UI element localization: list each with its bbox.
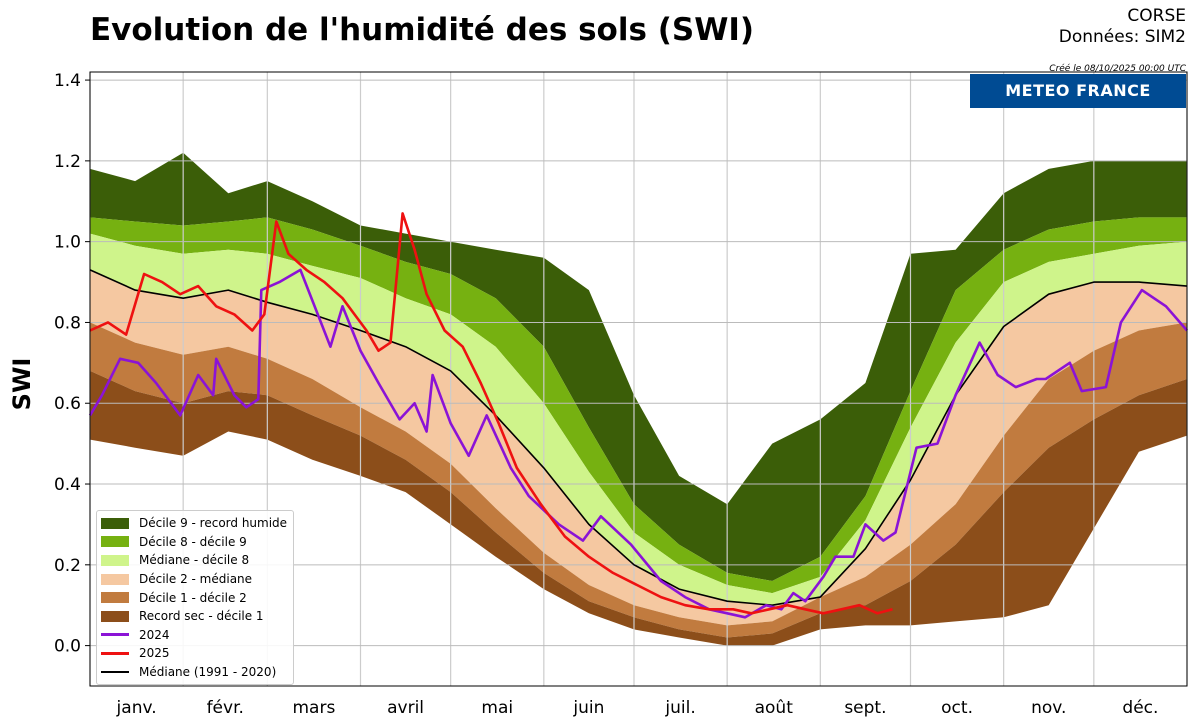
legend-item: Décile 1 - décile 2 — [101, 588, 287, 607]
legend-label: Décile 1 - décile 2 — [139, 590, 247, 605]
legend-item: Médiane (1991 - 2020) — [101, 663, 287, 682]
y-tick-label: 0.4 — [54, 475, 81, 495]
legend-item: 2024 — [101, 626, 287, 645]
y-tick-label: 0.2 — [54, 556, 81, 576]
x-tick-label: juil. — [664, 698, 695, 718]
legend-label: Médiane - décile 8 — [139, 553, 250, 568]
legend-label: Médiane (1991 - 2020) — [139, 665, 277, 680]
legend-item: Décile 9 - record humide — [101, 514, 287, 533]
axes: 0.0 0.2 0.4 0.6 0.8 1.0 1.2 1.4 janv. févr. mars av… — [54, 71, 1188, 718]
y-tick-label: 1.0 — [54, 233, 81, 253]
legend-label: 2024 — [139, 627, 170, 642]
legend-swatch — [101, 536, 129, 548]
legend-item: Décile 2 - médiane — [101, 570, 287, 589]
legend-swatch — [101, 671, 129, 674]
legend-item: 2025 — [101, 644, 287, 663]
legend-label: Décile 9 - record humide — [139, 516, 288, 531]
series-line-2025 — [89, 212, 893, 615]
y-tick-label: 1.4 — [54, 71, 81, 91]
legend-label: Décile 8 - décile 9 — [139, 534, 247, 549]
x-tick-label: févr. — [207, 698, 244, 718]
series-line-median — [89, 269, 1188, 606]
legend-swatch — [101, 651, 129, 655]
series-lines — [88, 212, 1188, 619]
band-decile1-decile2 — [90, 322, 1187, 638]
legend-swatch — [101, 592, 129, 604]
x-tick-label: juin — [572, 698, 604, 718]
legend-item: Décile 8 - décile 9 — [101, 533, 287, 552]
y-tick-label: 0.0 — [54, 637, 81, 657]
plot-frame — [89, 71, 1188, 687]
chart-legend: Décile 9 - record humide Décile 8 - décil… — [96, 510, 294, 686]
legend-swatch — [101, 517, 129, 529]
legend-label: 2025 — [139, 646, 170, 661]
x-tick-label: sept. — [844, 698, 886, 718]
legend-swatch — [101, 573, 129, 585]
creation-date: Créé le 08/10/2025 00:00 UTC — [1049, 64, 1186, 74]
data-source: Données: SIM2 — [1058, 27, 1186, 47]
meteo-france-logo: METEO FRANCE — [970, 74, 1186, 108]
x-tick-label: mai — [481, 698, 513, 718]
x-tick-label: mars — [292, 698, 335, 718]
x-tick-label: nov. — [1031, 698, 1066, 718]
y-axis-label: SWI — [8, 358, 36, 411]
band-decile9-record-humide — [90, 152, 1187, 582]
band-record-sec-decile1 — [90, 370, 1187, 646]
x-tick-label: août — [755, 698, 794, 718]
legend-swatch — [101, 554, 129, 566]
legend-swatch — [101, 633, 129, 637]
band-decile8-decile9 — [90, 217, 1187, 594]
region-info: CORSE Données: SIM2 — [1059, 6, 1186, 48]
series-line-2024 — [88, 268, 1188, 619]
x-tick-label: déc. — [1122, 698, 1158, 718]
y-tick-label: 0.6 — [54, 394, 81, 414]
chart-title: Evolution de l'humidité des sols (SWI) — [90, 12, 755, 48]
x-tick-label: oct. — [941, 698, 973, 718]
legend-label: Décile 2 - médiane — [139, 572, 253, 587]
y-tick-label: 1.2 — [54, 152, 81, 172]
y-tick-label: 0.8 — [54, 313, 81, 333]
legend-item: Médiane - décile 8 — [101, 551, 287, 570]
x-tick-label: janv. — [116, 698, 157, 718]
region-name: CORSE — [1127, 6, 1186, 26]
legend-swatch — [101, 610, 129, 622]
legend-item: Record sec - décile 1 — [101, 607, 287, 626]
x-tick-label: avril — [387, 698, 424, 718]
legend-label: Record sec - décile 1 — [139, 609, 264, 624]
